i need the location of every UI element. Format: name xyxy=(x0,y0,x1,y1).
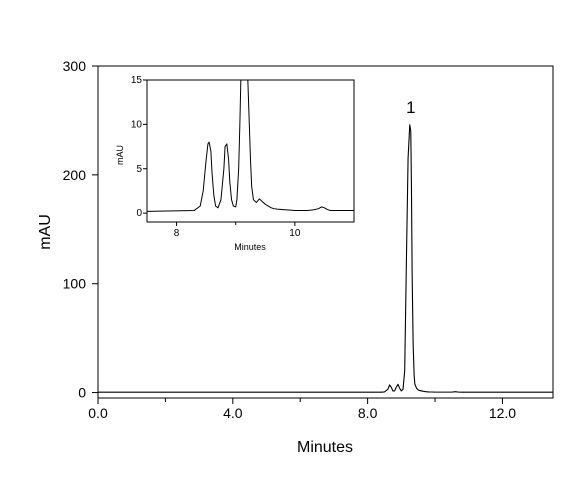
main-x-tick-label: 4.0 xyxy=(223,405,243,421)
inset-y-tick-label: 5 xyxy=(136,164,142,175)
main-x-tick-label: 0.0 xyxy=(88,405,108,421)
main-plot-frame xyxy=(97,65,554,399)
inset-plot-frame xyxy=(146,79,355,223)
main-y-tick-label: 100 xyxy=(63,276,87,292)
inset-x-axis-title: Minutes xyxy=(234,242,266,252)
main-y-tick-label: 0 xyxy=(78,385,86,401)
inset-axis-ticks: 8 10 0 5 10 15 xyxy=(131,75,301,239)
main-x-axis-title: Minutes xyxy=(297,439,353,456)
peak-label: 1 xyxy=(406,98,415,117)
inset-chart: 8 10 0 5 10 15 Minutes mAU xyxy=(115,75,355,252)
inset-x-tick-label: 8 xyxy=(174,228,180,239)
main-x-tick-label: 8.0 xyxy=(358,405,378,421)
inset-x-tick-label: 10 xyxy=(289,228,301,239)
main-y-axis-title: mAU xyxy=(37,214,54,250)
main-plot-area xyxy=(98,124,553,393)
main-y-tick-label: 200 xyxy=(63,167,87,183)
inset-y-tick-label: 10 xyxy=(131,119,143,130)
inset-y-tick-label: 0 xyxy=(136,208,142,219)
inset-plot-area xyxy=(147,80,354,212)
inset-y-tick-label: 15 xyxy=(131,75,143,86)
main-series-line-0 xyxy=(98,124,553,393)
inset-series-line-0 xyxy=(147,80,354,212)
main-x-tick-label: 12.0 xyxy=(489,405,516,421)
inset-y-axis-title: mAU xyxy=(115,145,125,165)
main-y-tick-label: 300 xyxy=(63,58,87,74)
